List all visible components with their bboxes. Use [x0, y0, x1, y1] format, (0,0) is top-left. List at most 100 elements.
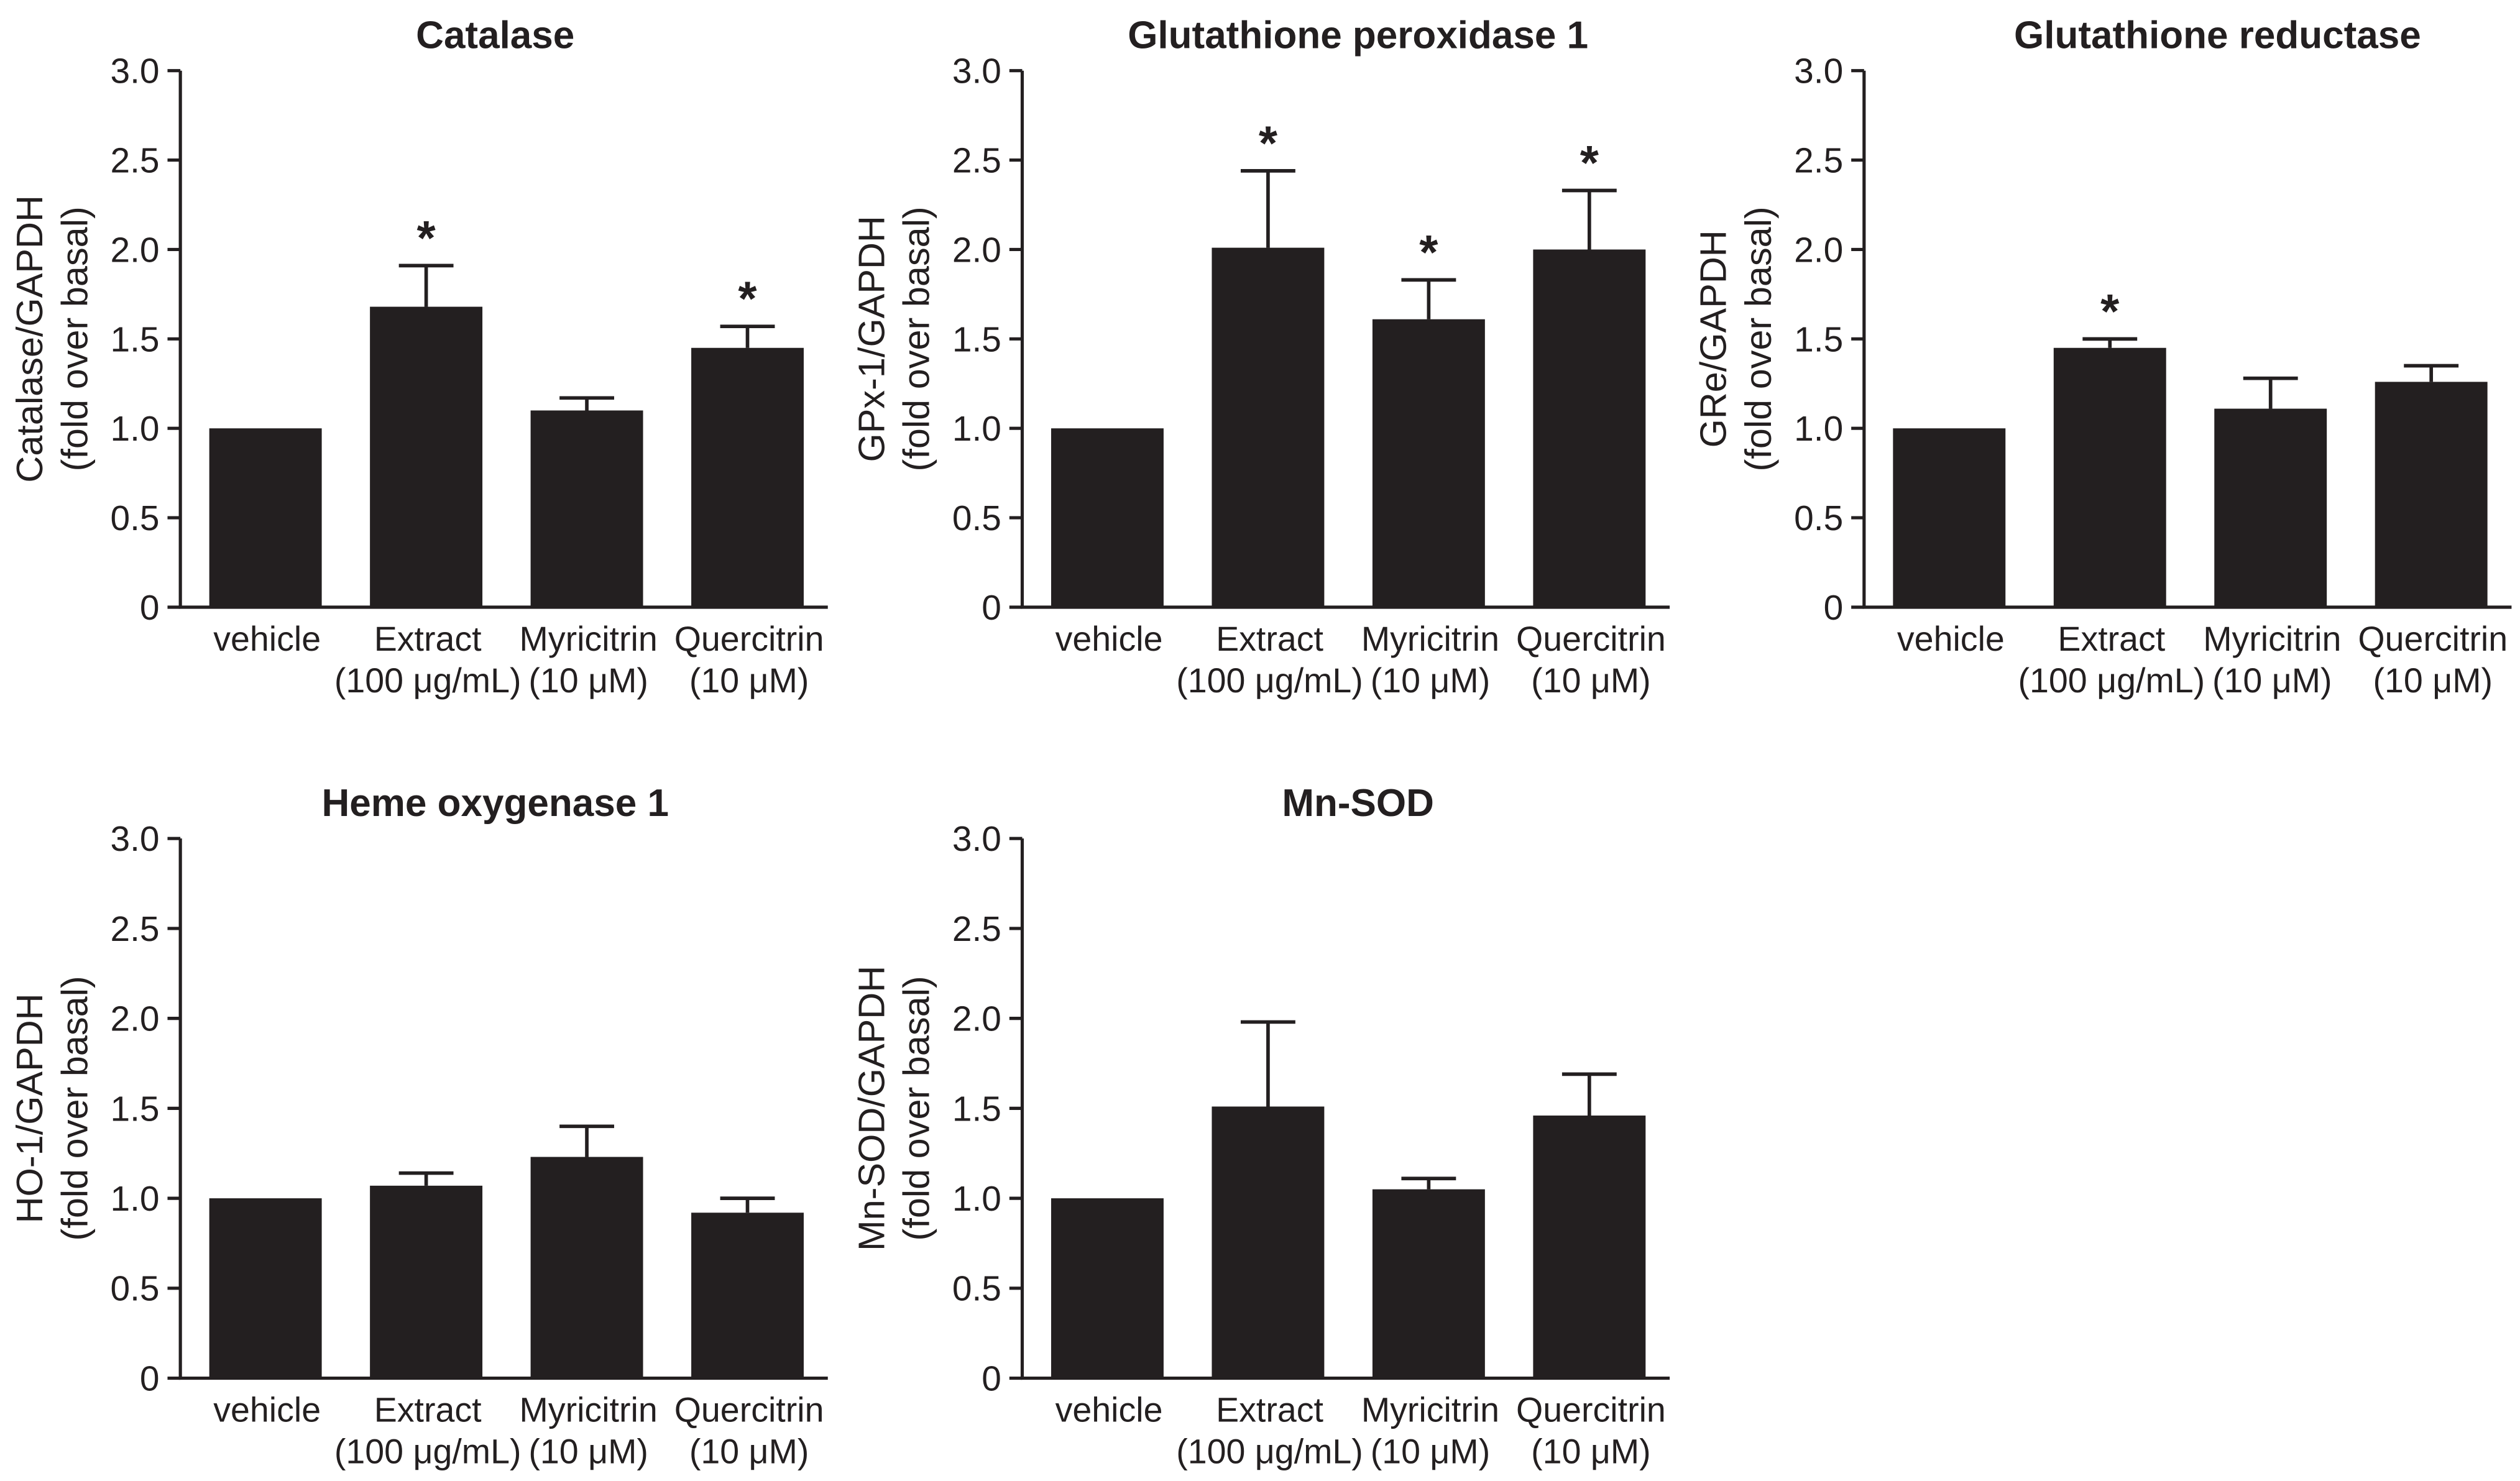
significance-marker: * [1580, 136, 1599, 190]
y-tick-label: 1.0 [952, 1180, 1001, 1219]
bar-myricitrin [530, 410, 643, 607]
y-axis-label: HO-1/GAPDH [9, 993, 50, 1223]
error-bar [1561, 188, 1617, 250]
category-label: Myricitrin [1361, 620, 1499, 658]
category-note: (100 μg/mL) [334, 661, 522, 700]
category-note: (10 μM) [1371, 661, 1491, 700]
error-bar [1401, 278, 1456, 319]
y-tick-label: 0.5 [1794, 499, 1843, 538]
significance-marker: * [1419, 226, 1438, 279]
category-note: (10 μM) [1531, 661, 1651, 700]
bar-quercitrin [691, 347, 804, 607]
y-tick-label: 1.0 [952, 410, 1001, 449]
category-label: vehicle [1055, 620, 1163, 658]
bar-myricitrin [2214, 408, 2327, 607]
error-bar [1240, 1020, 1295, 1107]
category-note: (10 μM) [1371, 1433, 1491, 1471]
y-tick-label: 1.5 [111, 320, 160, 359]
bar-vehicle [1893, 428, 2006, 607]
category-note: (10 μM) [689, 1433, 809, 1471]
y-tick-label: 3.0 [1794, 52, 1843, 91]
error-bar [398, 264, 454, 307]
category-label: Quercitrin [674, 1390, 824, 1429]
bar-extract [1212, 247, 1325, 607]
category-label: vehicle [1055, 1390, 1163, 1429]
bar-quercitrin [1533, 1115, 1646, 1378]
category-label: Extract [1216, 1390, 1323, 1429]
y-tick-label: 1.0 [111, 1180, 160, 1219]
bar-quercitrin [1533, 249, 1646, 607]
chart-title: Heme oxygenase 1 [322, 782, 669, 825]
y-tick-label: 3.0 [111, 52, 160, 91]
category-note: (10 μM) [528, 661, 648, 700]
chart-title: Mn-SOD [1282, 782, 1434, 825]
y-tick-label: 1.5 [952, 1089, 1001, 1129]
chart-title: Glutathione reductase [2014, 14, 2421, 57]
category-note: (10 μM) [689, 661, 809, 700]
category-note: (10 μM) [528, 1433, 648, 1471]
y-tick-label: 0.5 [111, 1270, 160, 1309]
category-label: vehicle [213, 620, 321, 658]
y-tick-label: 2.5 [111, 910, 160, 949]
category-label: Myricitrin [2203, 620, 2341, 658]
significance-marker: * [417, 211, 436, 265]
category-note: (10 μM) [1531, 1433, 1651, 1471]
y-tick-label: 2.0 [111, 1000, 160, 1039]
category-label: Quercitrin [674, 620, 824, 658]
bar-vehicle [1051, 1198, 1164, 1378]
y-tick-label: 0.5 [952, 1270, 1001, 1309]
y-tick-label: 2.0 [1794, 231, 1843, 270]
y-axis-label: (fold over basal) [1737, 206, 1779, 471]
error-bar [1561, 1072, 1617, 1116]
bar-extract [370, 1185, 483, 1378]
y-tick-label: 0 [1824, 589, 1844, 628]
category-label: Extract [1216, 620, 1323, 658]
chart-title: Glutathione peroxidase 1 [1128, 14, 1588, 57]
y-tick-label: 2.5 [952, 141, 1001, 180]
bar-extract [2053, 347, 2166, 607]
y-tick-label: 0.5 [952, 499, 1001, 538]
category-label: vehicle [1897, 620, 2005, 658]
category-note: (100 μg/mL) [1176, 661, 1363, 700]
category-label: Quercitrin [1516, 1390, 1666, 1429]
y-tick-label: 0 [982, 589, 1001, 628]
error-bar [559, 1124, 614, 1157]
y-axis-label: (fold over basal) [896, 206, 937, 471]
error-bar [1240, 169, 1295, 248]
y-tick-label: 0 [140, 1359, 160, 1398]
y-axis-label: GRe/GAPDH [1693, 230, 1734, 447]
error-bar [559, 396, 614, 411]
y-tick-label: 3.0 [952, 52, 1001, 91]
bar-quercitrin [2375, 382, 2488, 607]
y-tick-label: 3.0 [952, 820, 1001, 859]
panel-glutathione-peroxidase-1: Glutathione peroxidase 1 GPx-1/GAPDH (fold… [850, 14, 1670, 700]
error-bar [398, 1171, 454, 1186]
panel-catalase: Catalase Catalase/GAPDH (fold over basal) 0… [9, 14, 828, 700]
bar-vehicle [209, 1198, 322, 1378]
y-tick-label: 2.0 [111, 231, 160, 270]
category-label: vehicle [213, 1390, 321, 1429]
panel-mn-sod: Mn-SOD Mn-SOD/GAPDH (fold over basal) 0 0.5 1… [850, 782, 1670, 1471]
category-label: Extract [374, 1390, 482, 1429]
category-label: Extract [374, 620, 482, 658]
category-note: (10 μM) [2212, 661, 2332, 700]
y-tick-label: 2.0 [952, 1000, 1001, 1039]
category-label: Myricitrin [1361, 1390, 1499, 1429]
error-bar [720, 324, 775, 348]
category-note: (100 μg/mL) [1176, 1433, 1363, 1471]
bar-quercitrin [691, 1213, 804, 1378]
y-tick-label: 0 [140, 589, 160, 628]
significance-marker: * [2100, 285, 2120, 338]
y-axis-label: GPx-1/GAPDH [850, 216, 892, 462]
y-tick-label: 0 [982, 1359, 1001, 1398]
y-axis-label: (fold over basal) [896, 976, 937, 1240]
bar-extract [1212, 1106, 1325, 1378]
y-tick-label: 2.5 [1794, 141, 1843, 180]
error-bar [2243, 376, 2298, 409]
category-note: (10 μM) [2373, 661, 2493, 700]
category-note: (100 μg/mL) [334, 1433, 522, 1471]
significance-marker: * [738, 272, 757, 326]
category-label: Quercitrin [1516, 620, 1666, 658]
category-label: Myricitrin [520, 620, 658, 658]
y-tick-label: 1.5 [111, 1089, 160, 1129]
